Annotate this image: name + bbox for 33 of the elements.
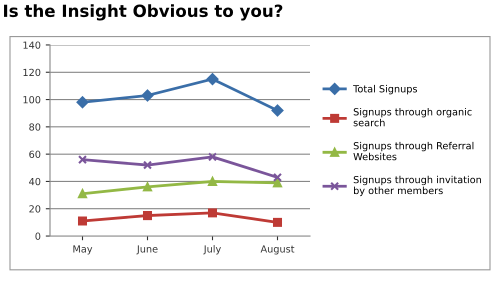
y-tick-label: 60: [29, 150, 40, 158]
x-tick-label: August: [260, 245, 294, 254]
point: [78, 216, 88, 226]
y-tick-label: 120: [23, 68, 40, 76]
y-tick-label: 80: [29, 123, 40, 131]
legend-label: Signups through Referral Websites: [353, 142, 474, 160]
y-tick-label: 140: [23, 41, 40, 49]
point: [208, 152, 218, 162]
point: [272, 172, 282, 182]
point: [142, 211, 152, 220]
point: [208, 176, 218, 186]
x-tick-label: June: [136, 245, 158, 254]
point: [142, 160, 152, 170]
legend-label: Total Signups: [353, 84, 418, 94]
chart-title: Is the Insight Obvious to you?: [4, 4, 282, 20]
point: [76, 96, 88, 108]
point: [208, 208, 218, 218]
x-tick-label: July: [203, 245, 221, 254]
point: [142, 182, 152, 192]
y-tick-label: 0: [35, 232, 40, 240]
point: [272, 218, 282, 227]
point: [206, 73, 218, 86]
x-tick-label: May: [73, 245, 92, 254]
point: [142, 90, 154, 102]
point: [78, 189, 88, 198]
legend-label: Signups through invitation by other members: [354, 176, 481, 196]
legend-label: Signups through organic search: [354, 108, 472, 126]
point: [272, 178, 282, 188]
point: [272, 104, 284, 116]
y-tick-label: 20: [29, 205, 40, 213]
point: [78, 155, 88, 164]
y-tick-label: 100: [23, 96, 40, 104]
y-tick-label: 40: [29, 178, 40, 186]
